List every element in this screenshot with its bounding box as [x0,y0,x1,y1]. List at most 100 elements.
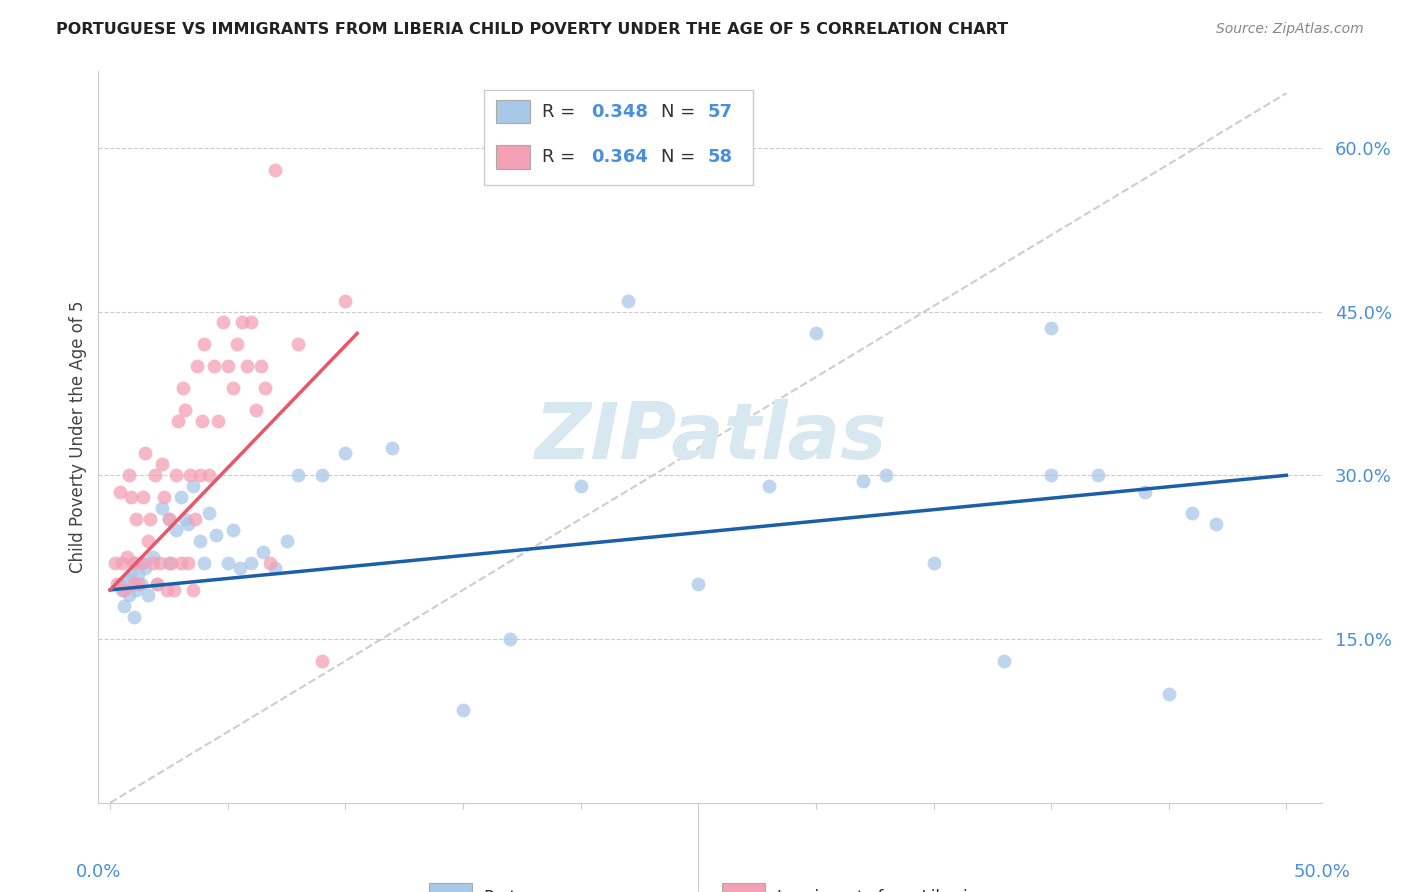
Point [111,556,134,570]
Point [132,556,155,570]
Point [451,703,474,717]
Point [143,468,166,483]
Point [127,577,149,591]
Point [499,632,522,646]
Point [146,577,169,591]
Point [111,582,134,597]
Point [118,468,141,483]
Point [136,588,159,602]
Point [108,577,131,591]
Text: ZIPatlas: ZIPatlas [534,399,886,475]
Point [165,468,187,483]
Text: Source: ZipAtlas.com: Source: ZipAtlas.com [1216,22,1364,37]
Point [177,517,200,532]
Text: Immigrants from Liberia: Immigrants from Liberia [778,889,979,892]
Point [174,402,197,417]
Point [120,566,142,581]
Point [181,582,204,597]
Point [141,556,163,570]
Point [207,414,229,428]
Point [174,512,197,526]
Text: 57: 57 [707,103,733,120]
Point [193,556,215,570]
Point [157,512,180,526]
Point [120,490,142,504]
Point [240,315,263,329]
Point [287,468,309,483]
Point [1157,687,1180,701]
Point [249,359,271,373]
Point [254,381,277,395]
Point [115,550,138,565]
Point [922,556,945,570]
Text: 0.348: 0.348 [592,103,648,120]
Text: 0.0%: 0.0% [76,863,121,880]
Point [105,577,128,591]
Point [122,610,145,624]
Point [141,550,163,565]
Point [112,599,135,614]
Point [252,545,274,559]
Point [157,556,180,570]
Point [191,414,214,428]
Point [875,468,897,483]
Text: Portuguese: Portuguese [484,889,578,892]
Point [157,512,180,526]
Point [118,588,141,602]
Point [153,490,176,504]
Point [163,582,186,597]
Point [1087,468,1109,483]
FancyBboxPatch shape [429,883,471,892]
Point [134,561,156,575]
Point [205,528,228,542]
Text: 58: 58 [707,148,733,166]
Point [1040,468,1063,483]
Point [804,326,827,341]
Point [993,654,1015,668]
Point [221,523,243,537]
Point [177,556,200,570]
FancyBboxPatch shape [496,145,530,169]
Point [1181,507,1204,521]
FancyBboxPatch shape [484,90,752,185]
Point [122,577,145,591]
Point [125,512,148,526]
Point [132,490,155,504]
Point [335,293,357,308]
Point [758,479,780,493]
Point [160,556,183,570]
Point [852,474,875,488]
Point [188,468,211,483]
Point [221,381,243,395]
Point [287,337,309,351]
Point [217,556,239,570]
Point [181,479,204,493]
Point [263,561,285,575]
Point [217,359,239,373]
Text: 0.364: 0.364 [592,148,648,166]
Point [150,458,173,472]
Point [231,315,253,329]
Point [335,446,357,460]
Point [108,484,131,499]
Point [186,359,208,373]
Point [245,402,267,417]
Point [165,523,187,537]
Point [616,293,638,308]
Point [125,582,148,597]
Point [193,337,215,351]
Point [156,582,179,597]
Point [240,556,263,570]
Point [122,556,145,570]
Text: R =: R = [543,148,582,166]
Point [276,533,298,548]
Point [226,337,249,351]
Text: 50.0%: 50.0% [1294,863,1350,880]
Point [1040,321,1063,335]
FancyBboxPatch shape [723,883,765,892]
Point [688,577,710,591]
Point [127,566,149,581]
FancyBboxPatch shape [496,100,530,123]
Point [122,556,145,570]
Point [149,556,172,570]
